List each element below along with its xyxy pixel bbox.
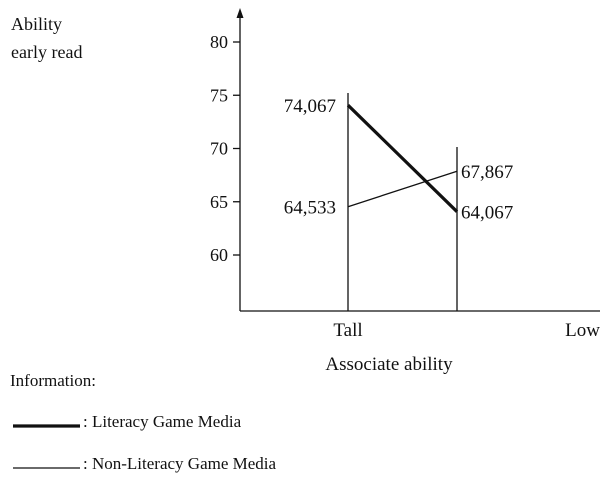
y-axis-label-line-2: early read [11, 42, 82, 62]
y-tick-label-80: 80 [210, 32, 228, 52]
y-axis-label-line-1: Ability [11, 14, 62, 34]
data-label-s2-low: 67,867 [461, 162, 513, 183]
legend-label-2: : Non-Literacy Game Media [83, 454, 277, 473]
y-tick-label-65: 65 [210, 192, 228, 212]
x-axis-label: Associate ability [325, 354, 453, 375]
y-tick-label-60: 60 [210, 245, 228, 265]
legend-label-1: : Literacy Game Media [83, 412, 242, 431]
category-label-tall: Tall [333, 320, 362, 341]
series-line-2 [347, 170, 458, 208]
category-label-low: Low [565, 320, 600, 341]
series-line-1 [346, 104, 459, 213]
y-axis-arrow [236, 8, 244, 18]
y-tick-label-75: 75 [210, 85, 228, 105]
y-tick-label-70: 70 [210, 139, 228, 159]
data-label-s1-tall: 74,067 [284, 96, 336, 117]
data-label-s1-low: 64,067 [461, 203, 513, 224]
data-label-s2-tall: 64,533 [284, 198, 336, 219]
legend-title: Information: [10, 371, 96, 390]
